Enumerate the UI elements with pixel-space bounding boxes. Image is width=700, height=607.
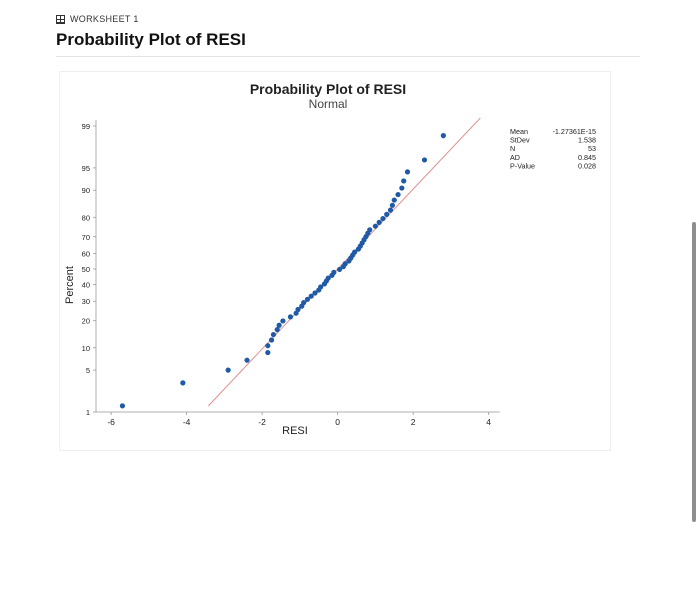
stats-table: Mean -1.27361E-15 StDev 1.538 N 53 AD 0.845 P-Va… xyxy=(510,127,596,170)
stats-label: N xyxy=(510,144,515,153)
data-point xyxy=(380,215,386,222)
data-point xyxy=(336,266,343,273)
data-point xyxy=(287,314,294,320)
worksheet-grid-icon xyxy=(56,14,65,24)
y-tick-label: 95 xyxy=(82,164,90,173)
data-point xyxy=(389,202,395,208)
data-point xyxy=(440,133,446,139)
data-point xyxy=(376,219,382,225)
stats-value: 0.845 xyxy=(578,153,596,162)
data-point xyxy=(318,284,324,290)
chart-subtitle: Normal xyxy=(309,97,348,111)
data-point xyxy=(395,191,401,198)
y-tick-label: 60 xyxy=(82,249,90,258)
stats-value: 1.538 xyxy=(578,136,596,145)
data-point xyxy=(265,343,271,349)
data-point xyxy=(325,275,331,281)
data-point xyxy=(372,223,379,229)
data-point xyxy=(270,331,277,338)
data-point xyxy=(280,318,286,324)
x-tick-label: -2 xyxy=(258,417,266,427)
data-point xyxy=(421,157,428,163)
x-axis-label: RESI xyxy=(282,425,308,437)
data-point xyxy=(342,261,348,267)
data-point xyxy=(308,293,314,299)
y-tick-label: 80 xyxy=(82,213,90,222)
data-point xyxy=(391,197,397,203)
data-point xyxy=(331,269,337,275)
y-tick-label: 40 xyxy=(82,281,90,290)
data-point xyxy=(399,185,405,191)
stats-label: StDev xyxy=(510,136,530,145)
data-point xyxy=(268,337,275,343)
data-point xyxy=(304,296,311,302)
y-tick-label: 90 xyxy=(82,186,90,195)
graph-panel[interactable]: Probability Plot of RESI Normal RESI Per… xyxy=(60,72,610,450)
x-tick-label: 4 xyxy=(486,417,491,427)
data-point xyxy=(367,227,373,233)
stats-label: P-Value xyxy=(510,161,535,170)
data-point xyxy=(119,403,126,409)
y-tick-label: 30 xyxy=(82,297,90,306)
worksheet-header[interactable]: WORKSHEET 1 xyxy=(56,14,139,24)
data-point xyxy=(265,349,271,356)
x-tick-label: -6 xyxy=(107,417,115,427)
y-tick-label: 70 xyxy=(82,233,90,242)
data-point xyxy=(352,249,358,255)
y-tick-label: 1 xyxy=(86,408,90,417)
data-point xyxy=(180,380,186,386)
data-point xyxy=(384,211,390,217)
y-axis-label: Percent xyxy=(64,266,76,304)
data-point xyxy=(404,169,411,175)
stats-label: AD xyxy=(510,153,520,162)
data-point xyxy=(301,300,307,306)
data-point xyxy=(312,290,318,296)
data-point xyxy=(244,357,250,363)
x-tick-label: -4 xyxy=(183,417,191,427)
vertical-scrollbar[interactable] xyxy=(692,222,696,522)
data-point xyxy=(276,322,282,328)
y-tick-label: 50 xyxy=(82,265,90,274)
y-tick-label: 10 xyxy=(82,344,90,353)
data-point xyxy=(401,178,407,184)
data-point xyxy=(274,327,280,333)
stats-label: Mean xyxy=(510,127,528,136)
y-tick-label: 20 xyxy=(82,317,90,326)
y-tick-label: 99 xyxy=(82,122,90,131)
x-tick-label: 0 xyxy=(335,417,340,427)
probability-plot: Probability Plot of RESI Normal RESI Per… xyxy=(64,81,596,437)
stats-value: -1.27361E-15 xyxy=(552,127,596,136)
y-tick-label: 5 xyxy=(86,366,90,375)
stats-value: 53 xyxy=(588,144,596,153)
data-point xyxy=(295,306,301,313)
worksheet-label: WORKSHEET 1 xyxy=(70,14,139,24)
page-title: Probability Plot of RESI xyxy=(56,30,246,49)
data-point xyxy=(225,367,231,373)
chart-title: Probability Plot of RESI xyxy=(250,81,406,97)
title-divider xyxy=(56,56,640,57)
stats-value: 0.028 xyxy=(578,161,596,170)
data-point xyxy=(387,207,394,213)
x-tick-label: 2 xyxy=(411,417,416,427)
